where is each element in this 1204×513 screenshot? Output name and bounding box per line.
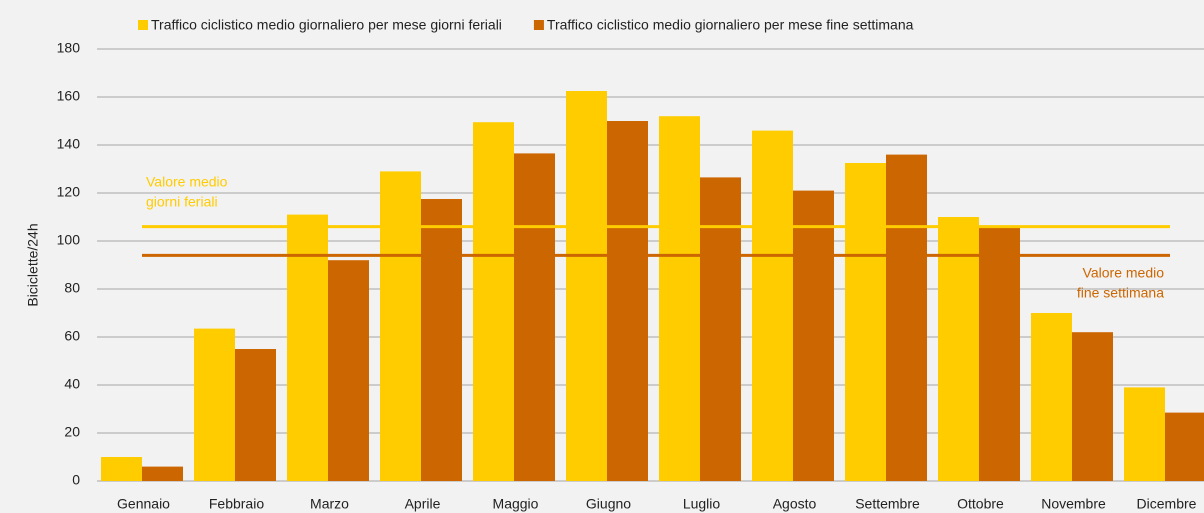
bar (421, 199, 462, 481)
x-tick-label: Luglio (683, 496, 721, 512)
bar (793, 190, 834, 481)
bar (142, 466, 183, 481)
x-tick-label: Aprile (405, 496, 441, 512)
y-tick-label: 80 (64, 280, 80, 296)
y-tick-label: 20 (64, 424, 80, 440)
bar (514, 153, 555, 481)
reference-label: giorni feriali (146, 194, 218, 210)
x-tick-label: Settembre (855, 496, 920, 512)
bar (979, 227, 1020, 481)
bar (938, 217, 979, 481)
y-tick-label: 60 (64, 328, 80, 344)
x-tick-label: Agosto (773, 496, 817, 512)
bar (886, 154, 927, 481)
y-tick-label: 180 (57, 40, 81, 56)
x-tick-label: Febbraio (209, 496, 264, 512)
bar (1124, 387, 1165, 481)
reference-label: fine settimana (1077, 285, 1164, 301)
bar (607, 121, 648, 481)
bar (1031, 313, 1072, 481)
bar (752, 130, 793, 481)
y-tick-label: 100 (57, 232, 81, 248)
y-tick-label: 0 (72, 472, 80, 488)
x-tick-label: Dicembre (1137, 496, 1197, 512)
x-tick-label: Giugno (586, 496, 631, 512)
bar (328, 260, 369, 481)
x-tick-label: Marzo (310, 496, 349, 512)
y-tick-label: 120 (57, 184, 81, 200)
bar (473, 122, 514, 481)
bar (380, 171, 421, 481)
bar (287, 214, 328, 481)
y-tick-label: 140 (57, 136, 81, 152)
y-tick-label: 40 (64, 376, 80, 392)
y-axis-label: Biciclette/24h (25, 223, 41, 306)
bar (1165, 412, 1204, 481)
legend-label: Traffico ciclistico medio giornaliero pe… (151, 17, 502, 33)
bar (101, 457, 142, 481)
legend-swatch (533, 20, 544, 30)
bar (659, 116, 700, 481)
bar (845, 163, 886, 481)
bar (566, 91, 607, 481)
x-tick-label: Novembre (1041, 496, 1106, 512)
legend-swatch (138, 20, 148, 30)
y-tick-label: 160 (57, 88, 81, 104)
bar (235, 349, 276, 481)
x-tick-label: Gennaio (117, 496, 170, 512)
reference-label: Valore medio (1083, 265, 1165, 281)
x-tick-label: Ottobre (957, 496, 1004, 512)
bar (194, 328, 235, 481)
reference-label: Valore medio (146, 174, 228, 190)
x-tick-label: Maggio (493, 496, 539, 512)
legend-label: Traffico ciclistico medio giornaliero pe… (547, 17, 914, 33)
bar (1072, 332, 1113, 481)
bar (700, 177, 741, 481)
